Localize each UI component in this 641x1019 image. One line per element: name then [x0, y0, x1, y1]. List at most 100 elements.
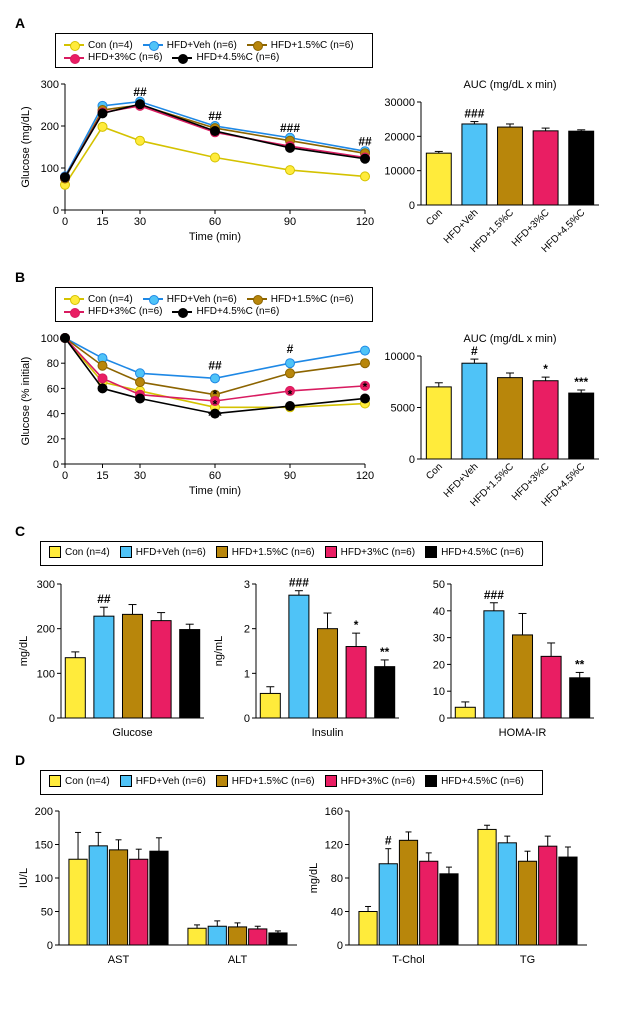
- svg-text:300: 300: [41, 79, 59, 91]
- svg-text:120: 120: [356, 216, 374, 228]
- svg-text:10000: 10000: [384, 351, 415, 363]
- svg-text:50: 50: [41, 907, 53, 919]
- svg-text:200: 200: [35, 806, 53, 818]
- svg-text:0: 0: [409, 200, 415, 212]
- svg-text:30000: 30000: [384, 97, 415, 109]
- legend-item: HFD+1.5%C (n=6): [216, 546, 315, 558]
- svg-text:0: 0: [53, 459, 59, 471]
- legend-item: HFD+4.5%C (n=6): [425, 546, 524, 558]
- svg-text:0: 0: [62, 216, 68, 228]
- svg-text:20000: 20000: [384, 131, 415, 143]
- svg-text:Glucose: Glucose: [112, 727, 152, 739]
- svg-text:Con: Con: [424, 207, 445, 228]
- svg-text:mg/dL: mg/dL: [18, 636, 30, 667]
- svg-text:0: 0: [244, 713, 250, 725]
- svg-text:0: 0: [49, 713, 55, 725]
- svg-text:mg/dL: mg/dL: [308, 863, 320, 894]
- svg-text:10: 10: [433, 686, 445, 698]
- legend-item: HFD+3%C (n=6): [325, 546, 415, 558]
- svg-text:AST: AST: [108, 954, 130, 966]
- svg-text:**: **: [380, 645, 390, 659]
- legend-item: HFD+4.5%C (n=6): [172, 306, 279, 317]
- svg-text:60: 60: [209, 216, 221, 228]
- legend-item: HFD+3%C (n=6): [64, 306, 162, 317]
- svg-text:0: 0: [439, 713, 445, 725]
- panel-label: B: [15, 269, 626, 285]
- legend-item: HFD+Veh (n=6): [143, 294, 237, 305]
- svg-text:TG: TG: [520, 954, 535, 966]
- legend-item: HFD+1.5%C (n=6): [247, 294, 354, 305]
- svg-text:ng/mL: ng/mL: [213, 636, 225, 667]
- svg-text:20: 20: [47, 434, 59, 446]
- svg-text:100: 100: [35, 873, 53, 885]
- legend-box: Con (n=4) HFD+Veh (n=6) HFD+1.5%C (n=6) HFD…: [40, 541, 543, 566]
- svg-text:***: ***: [574, 375, 588, 389]
- svg-text:#: #: [385, 834, 392, 848]
- panel-label: A: [15, 15, 626, 31]
- bar-chart: 01020304050###**HOMA-IR: [405, 572, 600, 742]
- svg-text:AUC (mg/dL x min): AUC (mg/dL x min): [463, 79, 556, 91]
- svg-text:##: ##: [358, 134, 372, 148]
- legend-item: HFD+1.5%C (n=6): [247, 40, 354, 51]
- svg-text:*: *: [363, 380, 368, 394]
- panel-label: D: [15, 752, 626, 768]
- panel-c: CCon (n=4)HFD+Veh (n=6)HFD+1.5%C (n=6)HF…: [15, 523, 626, 742]
- svg-text:60: 60: [209, 470, 221, 482]
- svg-text:###: ###: [280, 121, 300, 135]
- svg-text:Glucose (mg/dL): Glucose (mg/dL): [20, 106, 32, 187]
- svg-text:##: ##: [208, 109, 222, 123]
- svg-text:1: 1: [244, 668, 250, 680]
- svg-text:40: 40: [433, 606, 445, 618]
- svg-text:Con: Con: [424, 461, 445, 482]
- svg-text:150: 150: [35, 840, 53, 852]
- svg-text:30: 30: [134, 470, 146, 482]
- bar-chart: AUC (mg/dL x min)0100002000030000ConHFD+…: [375, 74, 605, 259]
- svg-text:50: 50: [433, 579, 445, 591]
- bar-chart: 0123ng/mL###***Insulin: [210, 572, 405, 742]
- svg-text:5000: 5000: [391, 403, 415, 415]
- svg-text:ALT: ALT: [228, 954, 248, 966]
- svg-text:300: 300: [37, 579, 55, 591]
- svg-text:*: *: [543, 362, 548, 376]
- svg-text:0: 0: [53, 205, 59, 217]
- legend-box: Con (n=4)HFD+Veh (n=6)HFD+1.5%C (n=6)HFD…: [40, 770, 543, 795]
- svg-text:15: 15: [96, 470, 108, 482]
- grouped-bar-chart: 04080120160mg/dLT-CholTG#: [305, 801, 595, 971]
- svg-text:90: 90: [284, 216, 296, 228]
- svg-text:##: ##: [208, 359, 222, 373]
- svg-text:**: **: [575, 657, 585, 671]
- bar-chart: AUC (mg/dL x min)0500010000ConHFD+VehHFD…: [375, 328, 605, 513]
- svg-text:40: 40: [331, 907, 343, 919]
- svg-text:10000: 10000: [384, 166, 415, 178]
- svg-text:120: 120: [356, 470, 374, 482]
- svg-text:Glucose (% initial): Glucose (% initial): [20, 357, 32, 446]
- svg-text:100: 100: [41, 333, 59, 345]
- svg-text:15: 15: [96, 216, 108, 228]
- svg-text:###: ###: [289, 576, 309, 590]
- legend-item: HFD+Veh (n=6): [143, 40, 237, 51]
- legend-item: Con (n=4): [49, 546, 110, 558]
- svg-text:20: 20: [433, 659, 445, 671]
- grouped-bar-chart: 050100150200IU/LASTALT: [15, 801, 305, 971]
- svg-text:200: 200: [41, 121, 59, 133]
- svg-text:***: ***: [208, 409, 222, 423]
- legend-item: Con (n=4): [64, 40, 133, 51]
- svg-text:##: ##: [97, 592, 111, 606]
- svg-text:60: 60: [47, 383, 59, 395]
- svg-text:HOMA-IR: HOMA-IR: [499, 727, 547, 739]
- svg-text:Time (min): Time (min): [189, 231, 241, 243]
- svg-text:2: 2: [244, 624, 250, 636]
- legend-item: HFD+Veh (n=6): [120, 775, 206, 787]
- svg-text:30: 30: [134, 216, 146, 228]
- svg-text:T-Chol: T-Chol: [392, 954, 424, 966]
- svg-text:80: 80: [47, 358, 59, 370]
- legend-box: Con (n=4)HFD+Veh (n=6)HFD+1.5%C (n=6)HFD…: [55, 287, 373, 322]
- legend-item: HFD+4.5%C (n=6): [425, 775, 524, 787]
- legend-item: HFD+Veh (n=6): [120, 546, 206, 558]
- svg-text:0: 0: [337, 940, 343, 952]
- bar-chart: 0100200300mg/dL##Glucose: [15, 572, 210, 742]
- line-chart: 020406080100015306090120Time (min)Glucos…: [15, 328, 375, 498]
- legend-box: Con (n=4)HFD+Veh (n=6)HFD+1.5%C (n=6)HFD…: [55, 33, 373, 68]
- panel-b: BCon (n=4)HFD+Veh (n=6)HFD+1.5%C (n=6)HF…: [15, 269, 626, 513]
- svg-text:160: 160: [325, 806, 343, 818]
